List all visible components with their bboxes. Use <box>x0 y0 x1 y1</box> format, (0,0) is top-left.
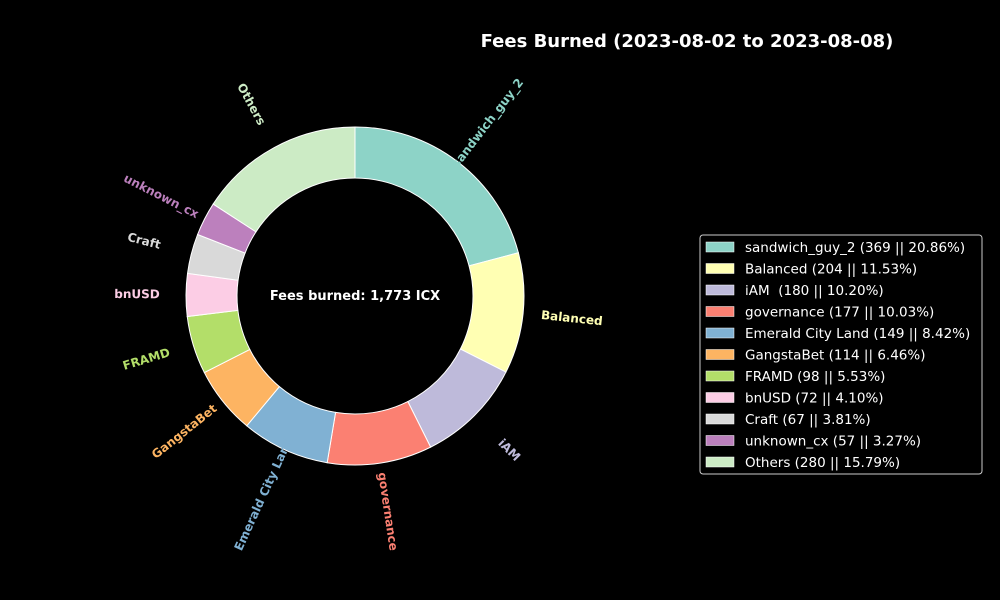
slice-label-unknown-cx: unknown_cx <box>121 171 201 222</box>
legend-label-balanced: Balanced (204 || 11.53%) <box>745 262 917 278</box>
slice-label-bnusd: bnUSD <box>114 287 160 301</box>
slice-label-craft: Craft <box>126 230 162 252</box>
slice-bnusd <box>185 272 239 318</box>
legend-label-gangstabet: GangstaBet (114 || 6.46%) <box>745 348 925 364</box>
legend-swatch-bnusd <box>705 392 735 403</box>
legend-swatch-sandwich-guy-2 <box>705 241 735 253</box>
legend-label-emerald-city-land: Emerald City Land (149 || 8.42%) <box>745 326 970 342</box>
legend-swatch-iam <box>705 284 735 296</box>
legend-swatch-framd <box>705 370 735 382</box>
legend-label-bnusd: bnUSD (72 || 4.10%) <box>745 391 884 407</box>
legend-items: sandwich_guy_2 (369 || 20.86%) Balanced (… <box>705 240 970 471</box>
chart-title: Fees Burned (2023-08-02 to 2023-08-08) <box>481 31 894 52</box>
slice-label-others: Others <box>234 81 268 128</box>
legend-swatch-others <box>705 456 735 468</box>
slice-sandwich-guy-2 <box>354 126 519 267</box>
legend: sandwich_guy_2 (369 || 20.86%) Balanced (… <box>699 234 983 475</box>
legend-label-unknown-cx: unknown_cx (57 || 3.27%) <box>745 434 921 450</box>
legend-label-others: Others (280 || 15.79%) <box>745 455 900 471</box>
slice-label-gangstabet: GangstaBet <box>149 401 220 461</box>
legend-swatch-governance <box>705 306 735 317</box>
slice-others <box>212 126 356 233</box>
slice-label-framd: FRAMD <box>121 345 172 373</box>
legend-label-craft: Craft (67 || 3.81%) <box>745 412 871 428</box>
slice-label-emerald-city-land: Emerald City Land <box>232 435 296 553</box>
donut-slices <box>185 126 525 466</box>
legend-label-framd: FRAMD (98 || 5.53%) <box>745 369 885 385</box>
legend-label-iam: iAM (180 || 10.20%) <box>745 283 884 299</box>
legend-label-sandwich-guy-2: sandwich_guy_2 (369 || 20.86%) <box>745 240 965 256</box>
legend-box <box>699 234 983 475</box>
legend-swatch-emerald-city-land <box>705 327 735 339</box>
slice-label-iam: iAM <box>495 436 523 464</box>
slice-label-governance: governance <box>375 471 401 551</box>
slice-label-sandwich-guy-2: sandwich_guy_2 <box>449 76 527 171</box>
legend-swatch-craft <box>705 413 735 425</box>
slice-label-balanced: Balanced <box>540 308 603 328</box>
legend-swatch-gangstabet <box>705 349 735 360</box>
legend-swatch-balanced <box>705 263 735 274</box>
legend-label-governance: governance (177 || 10.03%) <box>745 305 934 321</box>
center-total-label: Fees burned: 1,773 ICX <box>270 289 440 304</box>
legend-swatch-unknown-cx <box>705 435 735 446</box>
